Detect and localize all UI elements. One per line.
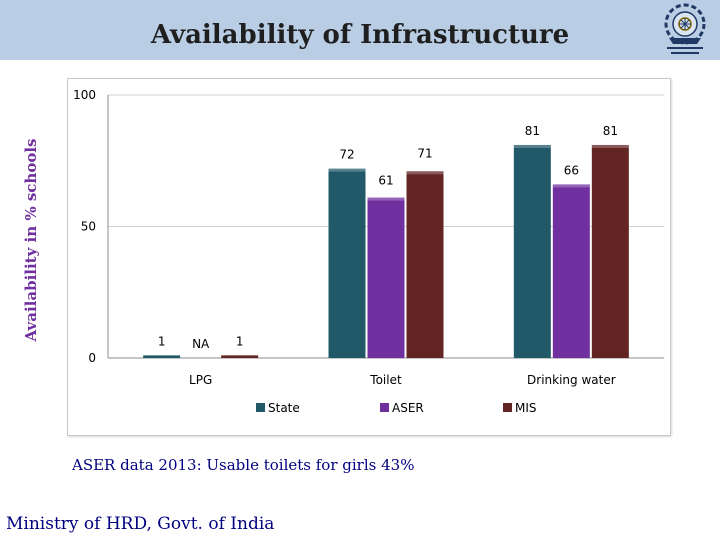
bar-highlight bbox=[552, 184, 590, 188]
bar-state bbox=[328, 168, 366, 358]
legend-swatch-aser bbox=[380, 403, 389, 412]
x-tick-label: Drinking water bbox=[527, 373, 616, 387]
data-label: 61 bbox=[378, 174, 393, 188]
bar-state bbox=[513, 144, 551, 358]
slide-title: Availability of Infrastructure bbox=[150, 20, 570, 50]
legend-label-state: State bbox=[268, 401, 300, 415]
x-tick-label: LPG bbox=[189, 373, 212, 387]
title-band bbox=[0, 0, 720, 60]
bar-mis bbox=[591, 144, 629, 358]
legend-label-aser: ASER bbox=[392, 401, 424, 415]
bar-mis bbox=[406, 171, 444, 358]
bar-highlight bbox=[406, 171, 444, 175]
footer-text: Ministry of HRD, Govt. of India bbox=[6, 514, 275, 534]
bar-layer bbox=[143, 144, 629, 358]
emblem-logo-icon bbox=[655, 2, 715, 60]
bar-highlight bbox=[513, 144, 551, 148]
data-label: 81 bbox=[603, 124, 618, 138]
data-label: 71 bbox=[417, 146, 432, 160]
data-label: NA bbox=[192, 337, 210, 351]
note-text: ASER data 2013: Usable toilets for girls… bbox=[72, 456, 415, 474]
y-tick-label: 100 bbox=[73, 88, 96, 102]
legend-label-mis: MIS bbox=[515, 401, 537, 415]
legend-swatch-state bbox=[256, 403, 265, 412]
label-layer: 1 NA 1 LPG 72 61 71 Toilet 81 66 81 Drinking water bbox=[158, 124, 618, 387]
data-label: 66 bbox=[564, 163, 579, 177]
x-tick-label: Toilet bbox=[369, 373, 402, 387]
data-label: 72 bbox=[339, 148, 354, 162]
data-label: 1 bbox=[158, 334, 166, 348]
bar-highlight bbox=[591, 144, 629, 148]
data-label: 1 bbox=[236, 334, 244, 348]
bar-highlight bbox=[367, 197, 405, 201]
data-label: 81 bbox=[525, 124, 540, 138]
bar-aser bbox=[367, 197, 405, 358]
bar-mis bbox=[221, 355, 259, 358]
y-tick-label: 0 bbox=[88, 351, 96, 365]
bar-aser bbox=[552, 184, 590, 358]
bar-highlight bbox=[328, 168, 366, 172]
legend-swatch-mis bbox=[503, 403, 512, 412]
bar-state bbox=[143, 355, 181, 358]
y-tick-label: 50 bbox=[81, 220, 96, 234]
legend-layer: State ASER MIS bbox=[256, 401, 537, 415]
